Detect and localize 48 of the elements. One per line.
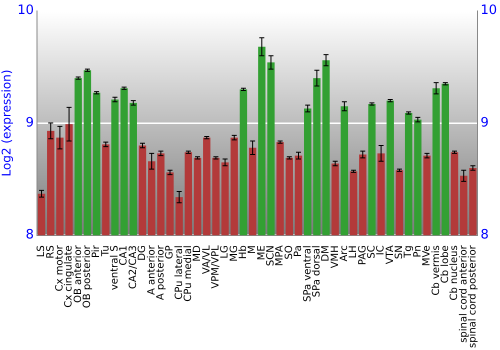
x-tick-label: SO bbox=[284, 245, 295, 260]
x-tick-label: VPM/VPL bbox=[210, 244, 222, 289]
x-tick-label: ME bbox=[256, 245, 268, 260]
x-tick-label: GP bbox=[164, 245, 176, 260]
x-tick-label: spinal cord anterior bbox=[458, 244, 470, 343]
y-tick-label: 10 bbox=[17, 3, 34, 18]
x-tick-label: RS bbox=[45, 245, 56, 259]
x-tick-label: IC bbox=[376, 245, 387, 256]
x-tick-label: PAG bbox=[357, 245, 368, 266]
x-tick-label: Cx cingulate bbox=[64, 245, 75, 308]
y-tick-label: 8 bbox=[26, 228, 34, 243]
x-tick-label: MPA bbox=[274, 245, 286, 266]
x-tick-label: Pir bbox=[91, 244, 102, 258]
x-tick-label: MG bbox=[228, 245, 240, 262]
x-tick-label: Tu bbox=[100, 245, 112, 258]
x-tick-label: A anterior bbox=[146, 244, 158, 295]
x-tick-label: LS bbox=[36, 245, 48, 258]
x-tick-label: Tg bbox=[403, 245, 414, 259]
x-tick-label: Pa bbox=[293, 245, 304, 258]
x-tick-label: spinal cord posterior bbox=[467, 244, 478, 348]
x-tick-label: Cb vermis bbox=[430, 245, 442, 296]
x-tick-label: LG bbox=[220, 245, 231, 259]
x-tick-label: SPa dorsal bbox=[311, 245, 322, 298]
y-axis-title: Log2 (expression) bbox=[0, 70, 14, 177]
x-tick-label: SPa ventral bbox=[302, 245, 314, 302]
x-tick-label: VTA bbox=[384, 245, 396, 264]
x-tick-label: OB posterior bbox=[82, 244, 94, 308]
x-tick-label: Pn bbox=[412, 245, 424, 258]
x-tick-label: VA/VL bbox=[201, 244, 212, 274]
y2-tick-label: 10 bbox=[480, 3, 498, 18]
x-tick-label: CPu lateral bbox=[174, 245, 185, 300]
x-tick-label: MVe bbox=[422, 245, 433, 266]
x-tick-label: Cb lobe bbox=[440, 245, 451, 284]
x-tick-label: MD bbox=[192, 244, 204, 262]
x-tick-label: A posterior bbox=[155, 244, 166, 300]
x-tick-label: DG bbox=[137, 245, 148, 261]
x-tick-label: CA2/CA3 bbox=[128, 245, 139, 290]
y-tick-label: 9 bbox=[26, 115, 34, 130]
x-tick-label: Arc bbox=[338, 245, 350, 262]
x-tick-label: CA1 bbox=[118, 245, 130, 266]
x-tick-label: DM bbox=[320, 245, 332, 262]
x-tick-label: M bbox=[247, 245, 258, 254]
y2-tick-label: 9 bbox=[480, 115, 489, 130]
x-tick-label: Cx motor bbox=[54, 244, 66, 292]
y2-tick-label: 8 bbox=[480, 228, 489, 243]
x-tick-label: VMH bbox=[330, 245, 341, 268]
x-tick-label: CPu medial bbox=[182, 245, 194, 302]
x-tick-label: LH bbox=[348, 245, 360, 258]
